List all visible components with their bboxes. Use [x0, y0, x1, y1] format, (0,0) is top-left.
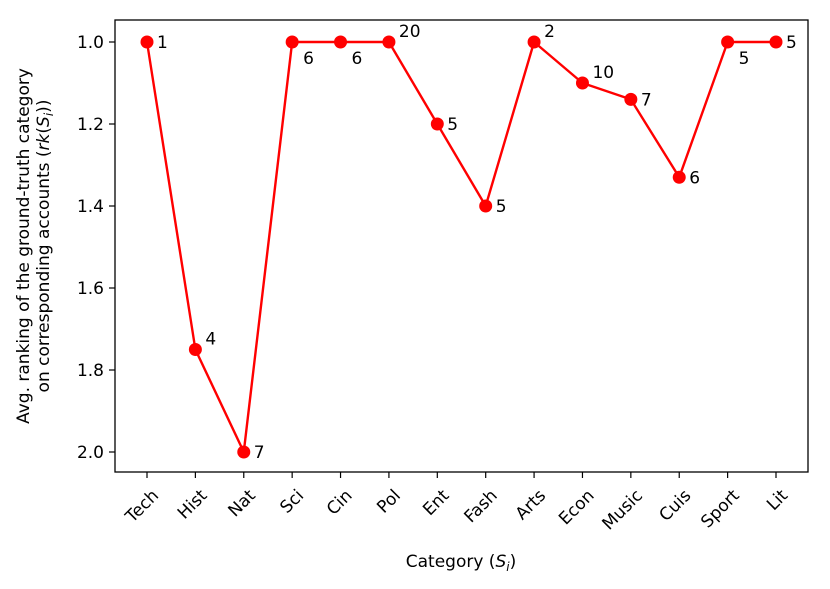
data-point — [285, 35, 299, 49]
series-line — [145, 40, 776, 454]
x-tick-label: Fash — [461, 486, 502, 527]
data-point — [769, 35, 783, 49]
data-label: 5 — [447, 115, 458, 135]
data-point — [721, 35, 735, 49]
x-tick-label: Arts — [512, 486, 550, 524]
data-label: 10 — [592, 63, 614, 83]
data-label: 7 — [641, 90, 652, 110]
y-tick-label: 1.2 — [77, 115, 104, 135]
data-point — [527, 35, 541, 49]
x-tick-label: Econ — [555, 486, 598, 529]
x-tick-label: Nat — [225, 486, 260, 521]
y-axis-title-line2: on corresponding accounts (rk(Si)) — [34, 100, 56, 393]
x-tick-label: Cin — [323, 486, 356, 519]
data-label: 6 — [352, 49, 363, 69]
x-tick-label: Sport — [697, 486, 744, 533]
x-axis-title: Category (Si) — [406, 552, 516, 574]
x-tick-label: Pol — [373, 486, 405, 518]
x-tick-label: Hist — [174, 486, 212, 524]
data-point — [237, 445, 251, 459]
data-label: 2 — [544, 22, 555, 42]
x-axis: Tech Hist Nat Sci Cin Pol Ent Fash Arts Econ Music… — [121, 472, 792, 534]
data-point — [334, 35, 348, 49]
data-point — [382, 35, 396, 49]
data-label: 7 — [254, 443, 265, 463]
data-point — [140, 35, 154, 49]
y-axis: 1.0 1.2 1.4 1.6 1.8 2.0 — [77, 33, 115, 463]
x-tick-label: Tech — [121, 486, 163, 528]
x-tick-label: Ent — [419, 486, 453, 520]
x-tick-label: Cuis — [655, 486, 695, 526]
x-tick-label: Lit — [763, 486, 792, 515]
y-axis-title-line1: Avg. ranking of the ground-truth categor… — [14, 68, 34, 424]
data-point — [575, 76, 589, 90]
data-label: 5 — [786, 33, 797, 53]
data-point — [672, 170, 686, 184]
x-tick-label: Music — [599, 486, 647, 534]
y-tick-label: 1.0 — [77, 33, 104, 53]
data-point — [479, 199, 493, 213]
data-point — [624, 92, 638, 106]
data-label: 1 — [157, 33, 168, 53]
plot-area: 1 4 7 6 6 20 5 5 2 10 7 6 5 5 — [140, 22, 797, 463]
data-label: 20 — [399, 22, 421, 42]
data-label: 6 — [689, 168, 700, 188]
data-point — [188, 343, 202, 356]
y-tick-label: 1.8 — [77, 361, 104, 381]
data-label: 6 — [303, 49, 314, 69]
data-label: 4 — [205, 330, 216, 350]
data-point — [430, 117, 444, 131]
y-tick-label: 2.0 — [77, 443, 104, 463]
data-label: 5 — [496, 197, 507, 217]
x-tick-label: Sci — [276, 486, 308, 518]
y-tick-label: 1.4 — [77, 197, 104, 217]
y-tick-label: 1.6 — [77, 279, 104, 299]
y-axis-title: Avg. ranking of the ground-truth categor… — [14, 68, 56, 424]
data-label: 5 — [739, 49, 750, 69]
axes-frame — [114, 19, 809, 473]
